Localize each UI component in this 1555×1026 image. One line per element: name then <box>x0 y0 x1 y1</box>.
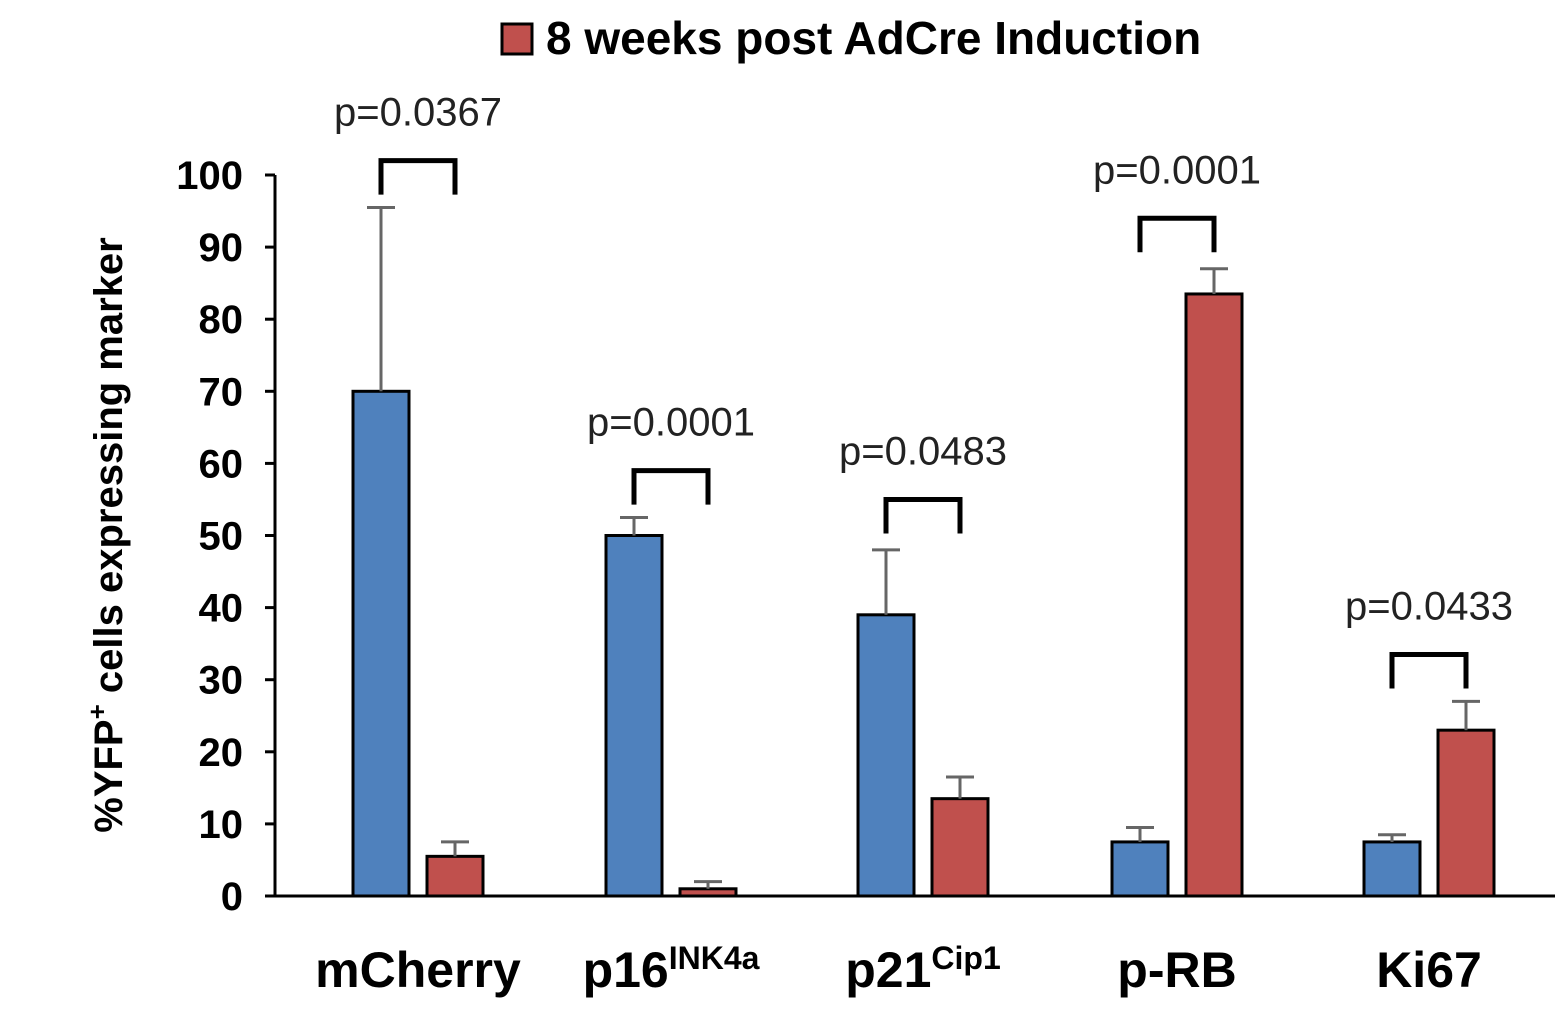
p-value-label: p=0.0001 <box>587 401 755 445</box>
y-tick-label: 70 <box>199 370 244 414</box>
legend-label-series-2: 8 weeks post AdCre Induction <box>546 12 1201 64</box>
y-axis-label-rest: cells expressing marker <box>87 237 131 704</box>
x-tick-label-base: p-RB <box>1117 942 1236 998</box>
bar-2-5 <box>1436 728 1496 898</box>
bar-1-5 <box>1362 840 1422 898</box>
y-axis-label-main: %YFP <box>87 719 131 832</box>
p-value-label: p=0.0433 <box>1345 584 1513 628</box>
p-value-label: p=0.0001 <box>1093 148 1261 192</box>
x-tick-label: p16INK4a <box>583 940 760 998</box>
y-axis-label-superscript: + <box>82 704 112 719</box>
y-tick-label: 90 <box>199 226 244 270</box>
x-tick-label-base: Ki67 <box>1376 942 1482 998</box>
y-tick-label: 40 <box>199 587 244 631</box>
significance-bracket <box>883 496 963 534</box>
x-tick-label-base: p21 <box>845 942 931 998</box>
y-tick-label: 80 <box>199 298 244 342</box>
bar-1-1 <box>351 389 411 898</box>
x-tick-label: Ki67 <box>1376 942 1482 998</box>
significance-bracket <box>631 468 711 505</box>
significance-bracket <box>378 158 458 195</box>
significance-bracket <box>1137 215 1217 253</box>
bar-2-1 <box>425 854 485 898</box>
y-tick-label: 20 <box>199 731 244 775</box>
bar-1-2 <box>604 534 664 898</box>
x-tick-label-superscript: INK4a <box>669 940 760 976</box>
x-tick-label-base: p16 <box>583 942 669 998</box>
y-tick-label: 100 <box>176 154 243 198</box>
x-tick-label-superscript: Cip1 <box>931 940 1000 976</box>
y-tick-label: 60 <box>199 442 244 486</box>
x-tick-label: p21Cip1 <box>845 940 1001 998</box>
x-tick-label-base: mCherry <box>315 942 521 998</box>
y-tick-label: 10 <box>199 803 244 847</box>
bar-1-4 <box>1110 840 1170 898</box>
y-tick-label: 30 <box>199 659 244 703</box>
significance-bracket <box>1389 651 1469 689</box>
x-tick-label: mCherry <box>315 942 521 998</box>
bar-2-4 <box>1184 292 1244 898</box>
y-axis-label: %YFP+ cells expressing marker <box>82 237 131 833</box>
legend-swatch-series-2 <box>500 22 534 56</box>
legend: 8 weeks post AdCre Induction <box>500 12 1201 64</box>
bar-2-3 <box>930 797 990 898</box>
bar-1-3 <box>856 613 916 898</box>
y-tick-label: 50 <box>199 515 244 559</box>
plot-area: 0 10 20 30 40 50 60 70 80 90 100 p=0.0367 p=0.0001 p=… <box>176 91 1555 998</box>
y-tick-label: 0 <box>221 875 243 919</box>
x-tick-label: p-RB <box>1117 942 1236 998</box>
p-value-label: p=0.0483 <box>839 429 1007 473</box>
p-value-label: p=0.0367 <box>334 91 502 135</box>
